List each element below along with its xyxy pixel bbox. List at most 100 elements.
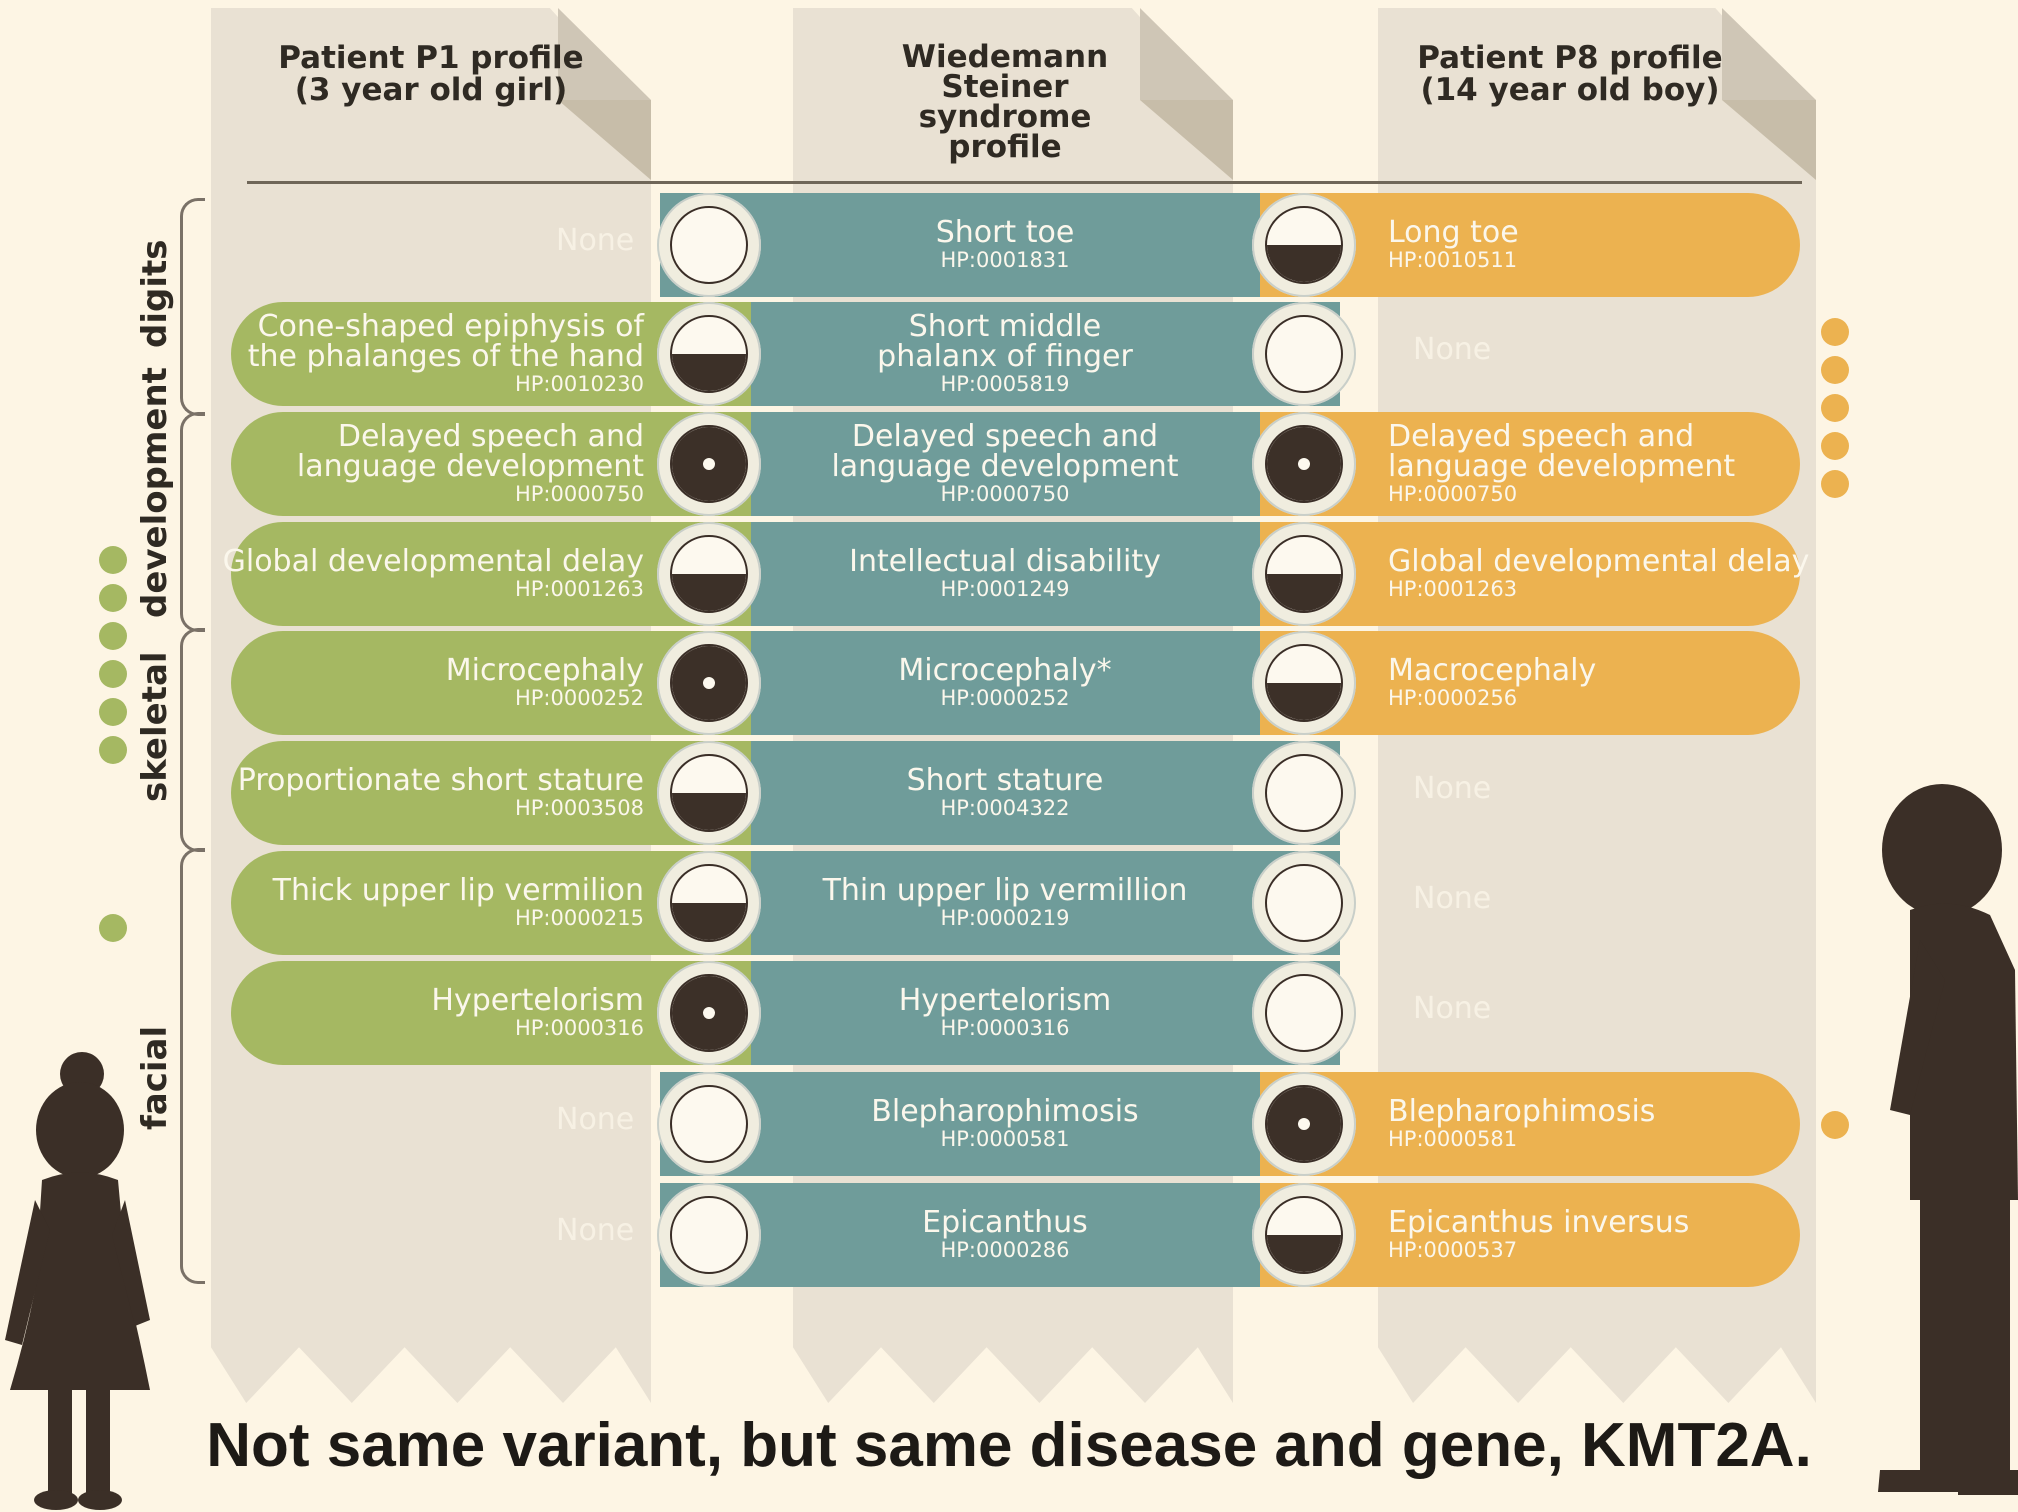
hpo-id: HP:0001831 bbox=[940, 248, 1070, 272]
patient-p1-phenotype: Proportionate short stature HP:0003508 bbox=[238, 766, 644, 821]
patient-p8-marker bbox=[1252, 193, 1356, 297]
patient-p8-marker-inner bbox=[1265, 1085, 1343, 1163]
hpo-id: HP:0001263 bbox=[514, 577, 644, 601]
patient-p8-marker bbox=[1252, 1072, 1356, 1176]
phenotype-name-line: Thin upper lip vermillion bbox=[822, 873, 1188, 908]
syndrome-phenotype: Hypertelorism HP:0000316 bbox=[820, 983, 1190, 1041]
marker-center-dot bbox=[1298, 1118, 1310, 1130]
patient-p1-marker bbox=[657, 741, 761, 845]
syndrome-band bbox=[660, 522, 1340, 626]
phenotype-name-line: Blepharophimosis bbox=[1388, 1094, 1656, 1129]
patient-p8-marker bbox=[1252, 412, 1356, 516]
patient-p1-marker-inner bbox=[670, 644, 748, 722]
patient-p1-none: None bbox=[556, 1213, 635, 1248]
patient-p8-phenotype: Macrocephaly HP:0000256 bbox=[1388, 653, 1597, 711]
phenotype-name-line: Short middle bbox=[908, 309, 1102, 344]
phenotype-name-line: Delayed speech and bbox=[337, 419, 644, 454]
hpo-id: HP:0000581 bbox=[1388, 1127, 1518, 1151]
count-dot bbox=[1821, 432, 1849, 460]
syndrome-band bbox=[660, 961, 1340, 1065]
phenotype-name-line: Thick upper lip vermilion bbox=[272, 873, 644, 908]
patient-p1-none: None bbox=[556, 1102, 635, 1137]
hpo-id: HP:0000537 bbox=[1388, 1238, 1518, 1262]
patient-p8-none: None bbox=[1413, 881, 1492, 916]
girl-silhouette-icon bbox=[5, 1052, 150, 1510]
header-patient-p1: Patient P1 profile (3 year old girl) bbox=[278, 40, 584, 108]
phenotype-name-line: the phalanges of the hand bbox=[247, 339, 644, 374]
patient-p1-marker-inner bbox=[670, 974, 748, 1052]
hpo-id: HP:0010230 bbox=[514, 372, 644, 396]
patient-p1-marker-inner bbox=[670, 206, 748, 284]
hpo-id: HP:0000750 bbox=[940, 482, 1070, 506]
header-syndrome: Wiedemann Steiner syndrome profile bbox=[901, 39, 1109, 165]
phenotype-name-line: Delayed speech and bbox=[1388, 419, 1695, 454]
hpo-id: HP:0003508 bbox=[514, 796, 644, 820]
phenotype-name-line: language development bbox=[296, 449, 644, 484]
phenotype-name-line: Cone-shaped epiphysis of bbox=[257, 309, 644, 344]
category-skeletal: skeletal bbox=[135, 651, 175, 802]
patient-p1-marker bbox=[657, 302, 761, 406]
hpo-id: HP:0000581 bbox=[940, 1127, 1070, 1151]
header-patient-p8: Patient P8 profile (14 year old boy) bbox=[1417, 40, 1723, 108]
count-dot bbox=[1821, 356, 1849, 384]
hpo-id: HP:0004322 bbox=[940, 796, 1070, 820]
phenotype-name-line: Epicanthus inversus bbox=[1388, 1205, 1690, 1240]
phenotype-name-line: Delayed speech and bbox=[851, 419, 1159, 454]
count-dot bbox=[1821, 1111, 1849, 1139]
hpo-id: HP:0000252 bbox=[514, 686, 644, 710]
syndrome-phenotype: Blepharophimosis HP:0000581 bbox=[820, 1097, 1190, 1152]
patient-p8-marker-inner bbox=[1265, 206, 1343, 284]
patient-p1-phenotype: Delayed speech and language development HP… bbox=[296, 419, 644, 507]
patient-p1-marker-inner bbox=[670, 1085, 748, 1163]
phenotype-name-line: Intellectual disability bbox=[849, 544, 1161, 579]
phenotype-name-line: language development bbox=[1388, 449, 1736, 484]
phenotype-name-line: Hypertelorism bbox=[898, 983, 1112, 1018]
patient-p8-marker bbox=[1252, 522, 1356, 626]
hpo-id: HP:0000286 bbox=[940, 1238, 1070, 1262]
patient-p1-marker-inner bbox=[670, 1196, 748, 1274]
phenotype-name-line: Macrocephaly bbox=[1388, 653, 1597, 688]
patient-p1-marker bbox=[657, 193, 761, 297]
brace-development bbox=[180, 412, 205, 632]
marker-center-dot bbox=[703, 677, 715, 689]
marker-half-fill bbox=[672, 354, 746, 391]
phenotype-name-line: Microcephaly* bbox=[898, 653, 1112, 688]
syndrome-band bbox=[660, 1183, 1340, 1287]
syndrome-band bbox=[660, 741, 1340, 845]
phenotype-name-line: Hypertelorism bbox=[431, 983, 644, 1018]
patient-p1-marker bbox=[657, 961, 761, 1065]
hpo-id: HP:0005819 bbox=[940, 372, 1070, 396]
hpo-id: HP:0000316 bbox=[514, 1016, 644, 1040]
patient-p8-phenotype: Delayed speech and language development HP… bbox=[1388, 419, 1736, 507]
category-digits: digits bbox=[135, 239, 175, 348]
hpo-id: HP:0000256 bbox=[1388, 686, 1518, 710]
patient-p1-marker bbox=[657, 412, 761, 516]
hpo-id: HP:0000750 bbox=[514, 482, 644, 506]
hpo-id: HP:0000316 bbox=[940, 1016, 1070, 1040]
count-dot bbox=[99, 546, 127, 574]
marker-half-fill bbox=[672, 793, 746, 830]
phenotype-name-line: phalanx of finger bbox=[877, 339, 1133, 374]
syndrome-phenotype: Short middle phalanx of finger HP:0005819 bbox=[820, 309, 1190, 397]
marker-center-dot bbox=[703, 1007, 715, 1019]
patient-p8-marker-inner bbox=[1265, 864, 1343, 942]
patient-p1-marker-inner bbox=[670, 754, 748, 832]
syndrome-band bbox=[660, 631, 1340, 735]
patient-p8-marker-inner bbox=[1265, 754, 1343, 832]
marker-half-fill bbox=[1267, 574, 1341, 611]
patient-p8-marker-inner bbox=[1265, 315, 1343, 393]
patient-p8-marker bbox=[1252, 851, 1356, 955]
patient-p1-marker bbox=[657, 851, 761, 955]
patient-p1-marker-inner bbox=[670, 535, 748, 613]
patient-p1-phenotype: Global developmental delay HP:0001263 bbox=[223, 547, 644, 602]
syndrome-phenotype: Delayed speech and language development HP… bbox=[820, 419, 1190, 507]
syndrome-phenotype: Epicanthus HP:0000286 bbox=[820, 1208, 1190, 1263]
patient-p1-phenotype: Microcephaly HP:0000252 bbox=[446, 656, 644, 711]
patient-p8-none: None bbox=[1413, 771, 1492, 806]
hpo-id: HP:0001263 bbox=[1388, 577, 1518, 601]
patient-p1-none: None bbox=[556, 223, 635, 258]
marker-half-fill bbox=[1267, 1235, 1341, 1272]
patient-p8-phenotype: Epicanthus inversus HP:0000537 bbox=[1388, 1205, 1690, 1263]
marker-center-dot bbox=[1298, 458, 1310, 470]
count-dot bbox=[99, 584, 127, 612]
